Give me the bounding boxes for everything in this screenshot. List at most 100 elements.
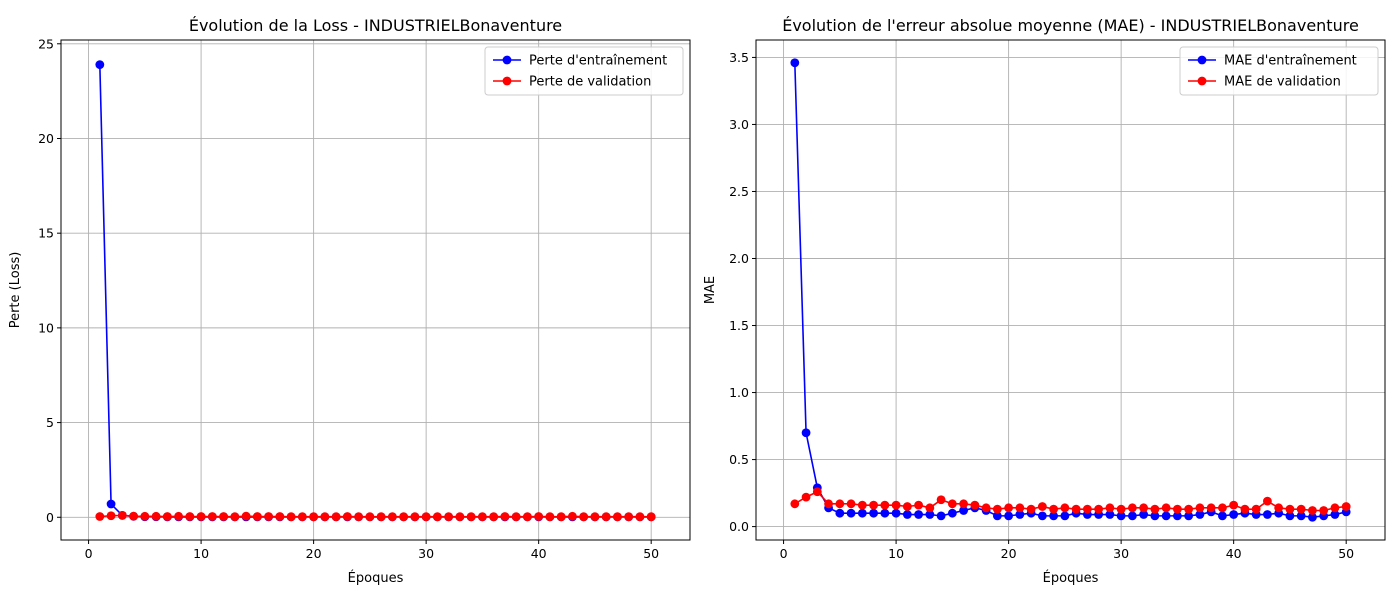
data-point: [95, 512, 105, 521]
data-point: [624, 512, 634, 522]
legend-box: [1179, 46, 1379, 96]
data-point: [1049, 511, 1059, 521]
legend-marker: [502, 55, 512, 65]
data-point: [1263, 496, 1272, 506]
y-axis: 0.0 0.5 1.0 1.5 2.0 2.5 3.0 3.5: [729, 50, 756, 534]
series-training: [790, 58, 1351, 522]
data-point: [241, 511, 251, 521]
y-axis-label: MAE: [703, 276, 718, 304]
data-point: [1015, 503, 1025, 513]
x-tick-label: 20: [1001, 546, 1017, 561]
data-point: [444, 512, 454, 522]
data-point: [1150, 511, 1160, 521]
grid-lines: [61, 40, 690, 540]
data-point: [1195, 510, 1205, 519]
data-point: [1308, 512, 1317, 522]
data-point: [1161, 511, 1171, 521]
y-axis-label: Perte (Loss): [8, 252, 23, 329]
x-tick-label: 30: [418, 546, 434, 561]
series-line: [99, 64, 652, 518]
data-point: [174, 511, 183, 521]
x-tick-label: 10: [888, 546, 904, 561]
y-tick-label: 1.5: [729, 318, 749, 333]
data-point: [1229, 510, 1239, 519]
data-point: [1049, 504, 1059, 514]
data-point: [959, 499, 969, 509]
data-point: [880, 508, 890, 518]
chart-mae: 0 10 20 30 40 50 0.0 0.5 1.0 1.5 2.0 2.5 3.0 3.5 Évolu…: [703, 16, 1386, 586]
x-axis-label: Époques: [348, 570, 404, 586]
data-point: [342, 512, 352, 521]
data-point: [219, 512, 228, 521]
data-point: [812, 487, 822, 497]
data-point: [1116, 504, 1126, 514]
data-point: [790, 58, 800, 68]
data-point: [1082, 504, 1092, 514]
data-point: [1015, 510, 1025, 519]
data-point: [365, 512, 375, 522]
data-point: [992, 511, 1002, 521]
data-point: [320, 512, 330, 522]
data-point: [846, 499, 856, 509]
series-line: [794, 62, 1347, 519]
y-tick-label: 2.0: [729, 251, 749, 266]
data-point: [1116, 511, 1126, 521]
data-point: [1341, 502, 1351, 511]
data-point: [1172, 504, 1182, 514]
legend-box: [484, 46, 684, 96]
data-point: [297, 512, 307, 522]
data-point: [556, 512, 566, 522]
data-point: [1139, 510, 1149, 519]
data-point: [1296, 504, 1306, 514]
data-point: [117, 510, 127, 520]
data-point: [568, 511, 577, 521]
data-point: [151, 511, 161, 521]
data-point: [1105, 510, 1115, 519]
data-point: [264, 512, 274, 521]
data-point: [914, 500, 923, 510]
y-axis: 0 5 10 15 20 25: [38, 36, 61, 525]
data-point: [947, 499, 957, 509]
chart-title: Évolution de la Loss - INDUSTRIELBonaven…: [189, 16, 562, 35]
data-point: [1004, 503, 1014, 513]
series-validation: [790, 487, 1351, 515]
data-point: [936, 495, 946, 505]
data-point: [635, 512, 645, 522]
data-point: [981, 503, 991, 513]
data-point: [106, 499, 116, 509]
data-point: [880, 500, 890, 510]
y-tick-label: 2.5: [729, 184, 749, 199]
data-point: [275, 512, 285, 521]
x-tick-label: 20: [306, 546, 322, 561]
data-point: [1004, 511, 1014, 521]
data-point: [590, 512, 600, 522]
data-point: [857, 500, 867, 510]
data-point: [534, 512, 544, 521]
y-tick-label: 25: [38, 36, 54, 51]
data-point: [970, 500, 980, 510]
data-point: [1285, 504, 1295, 514]
data-point: [790, 499, 800, 509]
data-point: [1037, 511, 1047, 521]
data-point: [331, 512, 341, 522]
data-point: [432, 512, 442, 522]
x-axis-label: Époques: [1043, 570, 1099, 586]
data-point: [1218, 503, 1227, 513]
data-point: [947, 508, 957, 518]
legend-label: Perte de validation: [529, 75, 651, 90]
data-point: [1150, 504, 1160, 514]
data-point: [914, 510, 923, 519]
data-point: [579, 512, 589, 522]
data-point: [500, 512, 510, 521]
data-point: [545, 512, 555, 522]
plot-frame: [755, 39, 1386, 541]
data-point: [1229, 500, 1239, 510]
chart-loss: 0 10 20 30 40 50 0 5 10 15 20 25 Évolution de la Los…: [8, 16, 691, 586]
data-point: [891, 508, 901, 518]
data-point: [196, 512, 206, 521]
data-point: [857, 508, 867, 518]
y-tick-label: 0.0: [729, 519, 749, 534]
data-point: [646, 512, 656, 522]
data-point: [824, 499, 833, 509]
data-point: [1139, 503, 1149, 513]
